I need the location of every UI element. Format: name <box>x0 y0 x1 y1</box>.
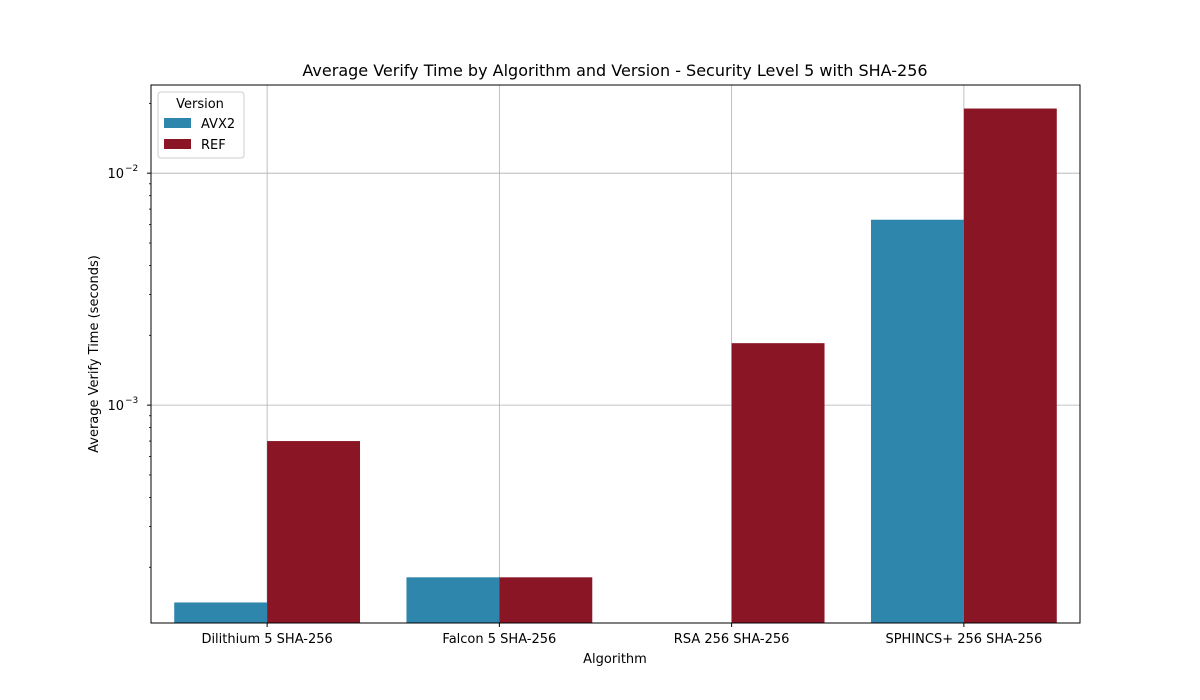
legend-label: AVX2 <box>201 117 235 132</box>
bars <box>174 108 1057 624</box>
y-tick-exponent: −3 <box>125 396 138 406</box>
x-tick-label: RSA 256 SHA-256 <box>674 632 790 647</box>
legend-swatch <box>164 139 191 149</box>
bar-avx2 <box>406 577 500 623</box>
legend-title: Version <box>176 97 224 112</box>
y-axis-ticks: 10−310−2 <box>107 102 151 568</box>
legend-swatch <box>164 118 191 128</box>
bar-avx2 <box>870 219 964 623</box>
y-tick-exponent: −2 <box>125 164 138 174</box>
y-tick-label: 10 <box>107 399 124 414</box>
x-axis-label: Algorithm <box>583 652 647 667</box>
bar-ref <box>731 343 825 623</box>
x-tick-label: Dilithium 5 SHA-256 <box>201 632 332 647</box>
plot-frame <box>150 84 1081 624</box>
x-tick-label: SPHINCS+ 256 SHA-256 <box>885 632 1042 647</box>
legend-label: REF <box>201 138 226 153</box>
bar-ref <box>267 441 361 623</box>
legend: Version AVX2 REF <box>157 91 245 159</box>
y-tick-label: 10 <box>107 167 124 182</box>
bar-avx2 <box>174 602 268 623</box>
bar-ref <box>499 577 593 623</box>
bar-ref <box>963 108 1057 624</box>
x-tick-label: Falcon 5 SHA-256 <box>442 632 556 647</box>
y-axis-label: Average Verify Time (seconds) <box>87 255 102 453</box>
chart-title: Average Verify Time by Algorithm and Ver… <box>302 61 927 80</box>
x-axis-ticks: Dilithium 5 SHA-256 Falcon 5 SHA-256 RSA 2… <box>201 623 1042 647</box>
